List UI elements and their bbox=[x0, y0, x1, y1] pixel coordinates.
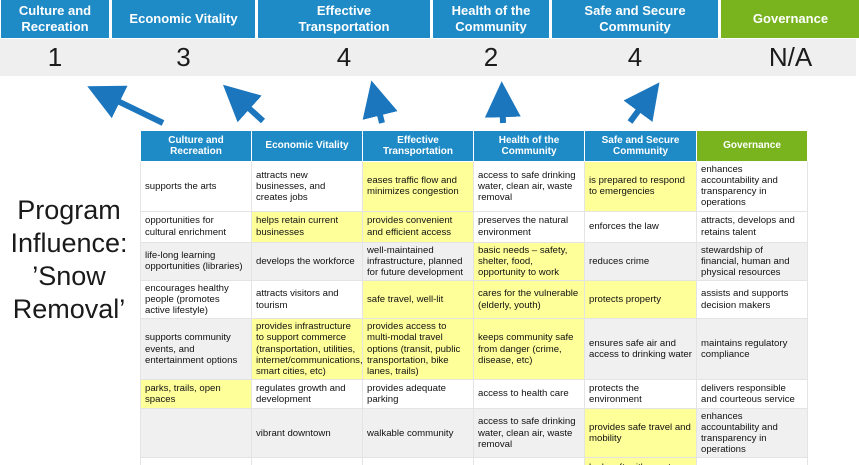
matrix-cell bbox=[362, 457, 474, 465]
influence-arrow-culture bbox=[87, 85, 165, 126]
matrix-cell bbox=[140, 407, 252, 459]
table-row: encourages healthy people (promotes acti… bbox=[140, 279, 808, 320]
matrix-cell: delivers responsible and courteous servi… bbox=[696, 378, 808, 409]
matrix-cell: provides convenient and efficient access bbox=[362, 210, 474, 243]
program-influence-title: Program Influence: ’Snow Removal’ bbox=[0, 194, 138, 326]
table-row: looks after it's most vulnerable bbox=[140, 457, 808, 465]
matrix-cell: walkable community bbox=[362, 407, 474, 459]
matrix-cell: enhances accountability and transparency… bbox=[696, 161, 808, 212]
matrix-cell: safe travel, well-lit bbox=[362, 279, 474, 320]
matrix-cell: helps retain current businesses bbox=[251, 210, 363, 243]
matrix-cell: access to safe drinking water, clean air… bbox=[473, 407, 585, 459]
influence-arrow-economic bbox=[222, 84, 266, 124]
matrix-cell: is prepared to respond to emergencies bbox=[584, 161, 697, 212]
matrix-cell: opportunities for cultural enrichment bbox=[140, 210, 252, 243]
matrix-cell: develops the workforce bbox=[251, 241, 363, 281]
matrix-cell: vibrant downtown bbox=[251, 407, 363, 459]
scoreboard-header-band: Culture and Recreation Economic Vitality… bbox=[1, 0, 859, 38]
matrix-cell: provides access to multi-modal travel op… bbox=[362, 318, 474, 380]
scoreboard-header-safe-and-secure-community: Safe and Secure Community bbox=[552, 0, 718, 38]
matrix-cell: looks after it's most vulnerable bbox=[584, 457, 697, 465]
score-safe-and-secure-community: 4 bbox=[627, 42, 643, 72]
matrix-cell bbox=[473, 457, 585, 465]
matrix-header-health-of-the-community: Health of the Community bbox=[473, 130, 585, 162]
score-health-of-the-community: 2 bbox=[483, 42, 499, 72]
priorities-matrix-table: Culture and Recreation Economic Vitality… bbox=[140, 130, 808, 465]
score-economic-vitality: 3 bbox=[176, 42, 191, 72]
matrix-cell: encourages healthy people (promotes acti… bbox=[140, 279, 252, 320]
matrix-header-row: Culture and Recreation Economic Vitality… bbox=[140, 130, 808, 162]
matrix-cell: regulates growth and development bbox=[251, 378, 363, 409]
title-line-3: ’Snow bbox=[32, 260, 106, 291]
matrix-cell: reduces crime bbox=[584, 241, 697, 281]
score-culture-and-recreation: 1 bbox=[47, 42, 63, 72]
matrix-cell: stewardship of financial, human and phys… bbox=[696, 241, 808, 281]
table-row: opportunities for cultural enrichment he… bbox=[140, 210, 808, 243]
matrix-cell: attracts visitors and tourism bbox=[251, 279, 363, 320]
influence-arrows bbox=[87, 80, 660, 126]
table-row: vibrant downtown walkable community acce… bbox=[140, 407, 808, 459]
scoreboard-header-governance: Governance bbox=[721, 0, 859, 38]
matrix-cell: eases traffic flow and minimizes congest… bbox=[362, 161, 474, 212]
matrix-header-governance: Governance bbox=[696, 130, 808, 162]
title-line-4: Removal’ bbox=[12, 293, 126, 324]
table-row: supports community events, and entertain… bbox=[140, 318, 808, 380]
matrix-cell: life-long learning opportunities (librar… bbox=[140, 241, 252, 281]
score-effective-transportation: 4 bbox=[336, 42, 352, 72]
matrix-cell: keeps community safe from danger (crime,… bbox=[473, 318, 585, 380]
scoreboard-header-economic-vitality: Economic Vitality bbox=[112, 0, 255, 38]
table-row: parks, trails, open spaces regulates gro… bbox=[140, 378, 808, 409]
matrix-cell: parks, trails, open spaces bbox=[140, 378, 252, 409]
title-line-1: Program bbox=[17, 195, 121, 225]
matrix-cell: protects property bbox=[584, 279, 697, 320]
matrix-cell: maintains regulatory compliance bbox=[696, 318, 808, 380]
title-line-2: Influence: bbox=[10, 227, 128, 258]
influence-arrow-transportation bbox=[362, 80, 398, 124]
matrix-cell: ensures safe air and access to drinking … bbox=[584, 318, 697, 380]
matrix-cell: provides safe travel and mobility bbox=[584, 407, 697, 459]
matrix-header-effective-transportation: Effective Transportation bbox=[362, 130, 474, 162]
matrix-cell: well-maintained infrastructure, planned … bbox=[362, 241, 474, 281]
matrix-cell bbox=[251, 457, 363, 465]
score-band-background bbox=[0, 39, 856, 76]
table-row: supports the arts attracts new businesse… bbox=[140, 161, 808, 212]
scoreboard-header-health-of-the-community: Health of the Community bbox=[433, 0, 549, 38]
matrix-cell: cares for the vulnerable (elderly, youth… bbox=[473, 279, 585, 320]
matrix-cell: enhances accountability and transparency… bbox=[696, 407, 808, 459]
matrix-cell: access to safe drinking water, clean air… bbox=[473, 161, 585, 212]
scoreboard-header-effective-transportation: Effective Transportation bbox=[258, 0, 430, 38]
matrix-header-culture-and-recreation: Culture and Recreation bbox=[140, 130, 252, 162]
table-row: life-long learning opportunities (librar… bbox=[140, 241, 808, 281]
influence-arrow-health bbox=[484, 81, 521, 124]
matrix-cell: supports the arts bbox=[140, 161, 252, 212]
matrix-cell: access to health care bbox=[473, 378, 585, 409]
influence-arrow-safe-secure bbox=[623, 82, 660, 124]
matrix-cell: basic needs – safety, shelter, food, opp… bbox=[473, 241, 585, 281]
matrix-cell: attracts, develops and retains talent bbox=[696, 210, 808, 243]
matrix-cell bbox=[140, 457, 252, 465]
matrix-header-safe-and-secure-community: Safe and Secure Community bbox=[584, 130, 697, 162]
scoreboard-header-culture-and-recreation: Culture and Recreation bbox=[1, 0, 109, 38]
matrix-cell: provides infrastructure to support comme… bbox=[251, 318, 363, 380]
matrix-cell: attracts new businesses, and creates job… bbox=[251, 161, 363, 212]
score-governance: N/A bbox=[768, 42, 813, 72]
matrix-cell bbox=[696, 457, 808, 465]
matrix-cell: enforces the law bbox=[584, 210, 697, 243]
matrix-cell: provides adequate parking bbox=[362, 378, 474, 409]
matrix-header-economic-vitality: Economic Vitality bbox=[251, 130, 363, 162]
matrix-cell: preserves the natural environment bbox=[473, 210, 585, 243]
score-row: 1 3 4 2 4 N/A bbox=[1, 39, 859, 76]
matrix-cell: assists and supports decision makers bbox=[696, 279, 808, 320]
matrix-cell: protects the environment bbox=[584, 378, 697, 409]
matrix-cell: supports community events, and entertain… bbox=[140, 318, 252, 380]
